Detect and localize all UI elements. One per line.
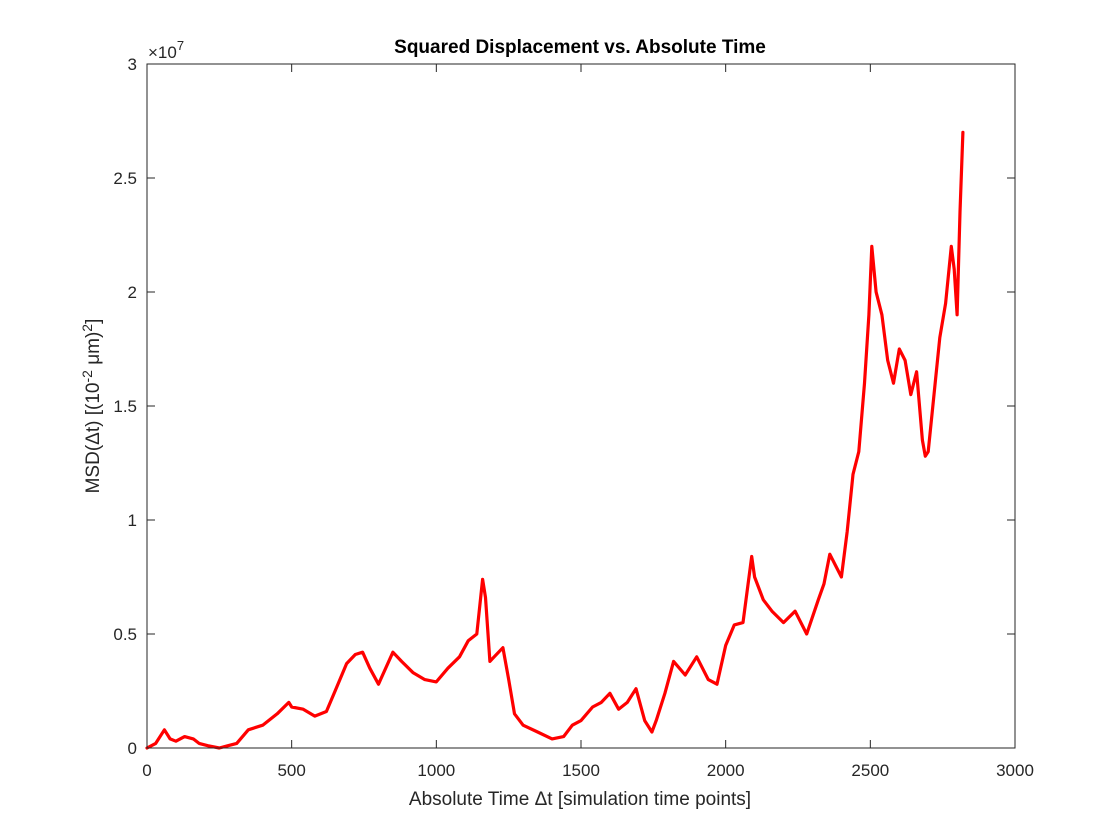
x-tick-label: 2500 <box>851 761 889 780</box>
x-tick-label: 1500 <box>562 761 600 780</box>
y-axis-ticks: 0 0.5 1 1.5 2 2.5 3 <box>113 55 1015 758</box>
y-tick-label: 1.5 <box>113 397 137 416</box>
y-tick-label: 3 <box>128 55 137 74</box>
y-tick-label: 1 <box>128 511 137 530</box>
x-tick-label: 2000 <box>707 761 745 780</box>
y-exponent-label: ×107 <box>148 38 184 62</box>
y-tick-label: 2.5 <box>113 169 137 188</box>
msd-series-line <box>145 130 965 750</box>
plot-area-background <box>147 64 1015 748</box>
x-axis-ticks: 0 500 1000 1500 2000 2500 3000 <box>142 64 1034 780</box>
x-tick-label: 1000 <box>417 761 455 780</box>
chart-title: Squared Displacement vs. Absolute Time <box>394 37 766 58</box>
x-tick-label: 0 <box>142 761 151 780</box>
x-tick-label: 3000 <box>996 761 1034 780</box>
y-tick-label: 0.5 <box>113 625 137 644</box>
plot-area-border <box>146 63 1016 749</box>
y-tick-label: 0 <box>128 739 137 758</box>
y-axis-label: MSD(Δt) [(10-2 μm)2] <box>79 319 104 494</box>
y-tick-label: 2 <box>128 283 137 302</box>
x-tick-label: 500 <box>277 761 305 780</box>
x-axis-label: Absolute Time Δt [simulation time points… <box>409 789 751 810</box>
